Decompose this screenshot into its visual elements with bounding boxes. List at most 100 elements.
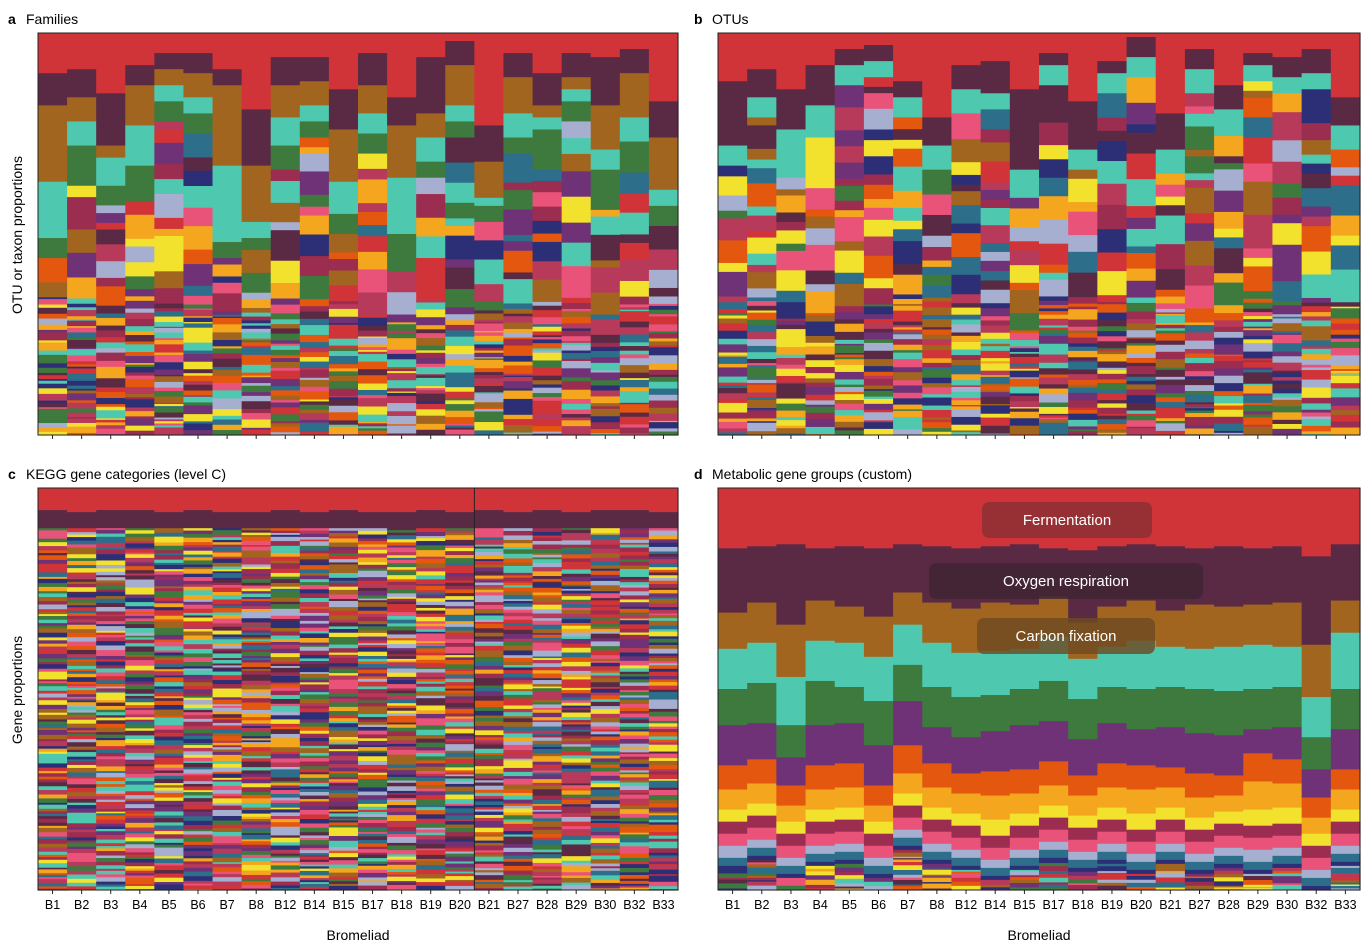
segment-minor — [648, 726, 679, 730]
segment-minor — [1330, 334, 1361, 340]
segment-minor — [561, 794, 592, 799]
segment-minor — [328, 742, 359, 746]
segment-minor — [38, 350, 68, 356]
segment-minor — [1301, 359, 1332, 366]
segment-minor — [1155, 289, 1186, 298]
segment-minor — [1009, 368, 1040, 372]
segment-minor — [299, 615, 330, 619]
segment-series-1 — [532, 73, 563, 106]
segment-minor — [474, 754, 505, 760]
segment-minor — [38, 431, 68, 436]
segment-minor — [212, 761, 243, 765]
segment-minor — [358, 344, 388, 348]
segment-minor — [893, 350, 923, 354]
segment-minor — [922, 394, 953, 399]
segment-minor — [1126, 217, 1157, 230]
segment-minor — [590, 610, 621, 615]
bar-B29 — [1243, 33, 1274, 436]
segment-minor — [96, 752, 126, 757]
segment-minor — [1097, 117, 1128, 132]
segment-series-10 — [718, 833, 748, 847]
segment-minor — [503, 760, 534, 765]
segment-minor — [1155, 423, 1186, 432]
segment-minor — [212, 773, 243, 779]
segment-minor — [532, 553, 563, 556]
segment-minor — [1126, 413, 1157, 416]
segment-minor — [387, 547, 417, 553]
segment-minor — [387, 380, 417, 389]
segment-minor — [387, 724, 417, 729]
segment-minor — [328, 732, 359, 738]
segment-series-2 — [270, 85, 301, 119]
segment-minor — [532, 656, 563, 659]
segment-minor — [590, 831, 621, 836]
segment-minor — [328, 811, 359, 814]
segment-minor — [387, 634, 417, 639]
segment-minor — [922, 877, 953, 883]
segment-minor — [154, 597, 185, 602]
segment-minor — [183, 721, 214, 727]
segment-series-3 — [416, 137, 446, 163]
segment-minor — [1097, 326, 1128, 332]
segment-minor — [951, 405, 982, 407]
segment-minor — [561, 717, 592, 721]
segment-series-13 — [834, 859, 865, 865]
segment-minor — [1097, 879, 1128, 884]
segment-minor — [96, 385, 126, 389]
segment-minor — [183, 695, 214, 699]
segment-series-2 — [299, 81, 330, 106]
segment-minor — [1214, 870, 1244, 875]
segment-series-6 — [1155, 767, 1186, 789]
segment-minor — [96, 831, 126, 836]
segment-minor — [445, 632, 475, 637]
segment-minor — [561, 799, 592, 805]
segment-series-3 — [951, 652, 982, 698]
segment-minor — [299, 658, 330, 662]
segment-minor — [241, 615, 272, 619]
segment-minor — [241, 698, 272, 704]
segment-minor — [358, 861, 388, 865]
segment-minor — [863, 304, 894, 308]
segment-minor — [328, 301, 359, 305]
segment-minor — [270, 627, 301, 633]
segment-minor — [38, 776, 68, 781]
segment-minor — [183, 801, 214, 806]
segment-minor — [1214, 354, 1244, 357]
segment-minor — [648, 625, 679, 630]
segment-minor — [183, 631, 214, 637]
segment-series-12 — [1184, 861, 1215, 871]
segment-minor — [67, 613, 97, 617]
segment-minor — [416, 667, 446, 670]
segment-minor — [980, 417, 1011, 427]
segment-minor — [893, 409, 923, 412]
bar-B18 — [1068, 488, 1098, 891]
segment-minor — [503, 594, 534, 600]
segment-minor — [328, 684, 359, 690]
segment-minor — [1068, 885, 1098, 891]
segment-minor — [445, 746, 475, 752]
segment-minor — [590, 598, 621, 601]
segment-minor — [387, 391, 417, 394]
bar-B5 — [834, 488, 865, 891]
segment-minor — [1068, 202, 1098, 213]
segment-minor — [96, 556, 126, 562]
segment-minor — [212, 805, 243, 811]
segment-minor — [648, 580, 679, 585]
segment-minor — [270, 865, 301, 871]
segment-minor — [619, 682, 650, 687]
segment-minor — [299, 597, 330, 603]
segment-minor — [1068, 235, 1098, 253]
segment-series-5 — [747, 723, 777, 760]
segment-minor — [125, 649, 155, 653]
segment-minor — [863, 207, 894, 221]
segment-minor — [358, 769, 388, 774]
segment-minor — [648, 385, 679, 390]
segment-minor — [805, 875, 836, 881]
segment-minor — [270, 638, 301, 643]
panel-b: b OTUs — [694, 11, 1361, 439]
segment-minor — [270, 826, 301, 833]
segment-minor — [445, 417, 475, 425]
segment-series-1 — [241, 512, 272, 529]
segment-minor — [474, 801, 505, 806]
segment-minor — [96, 795, 126, 801]
